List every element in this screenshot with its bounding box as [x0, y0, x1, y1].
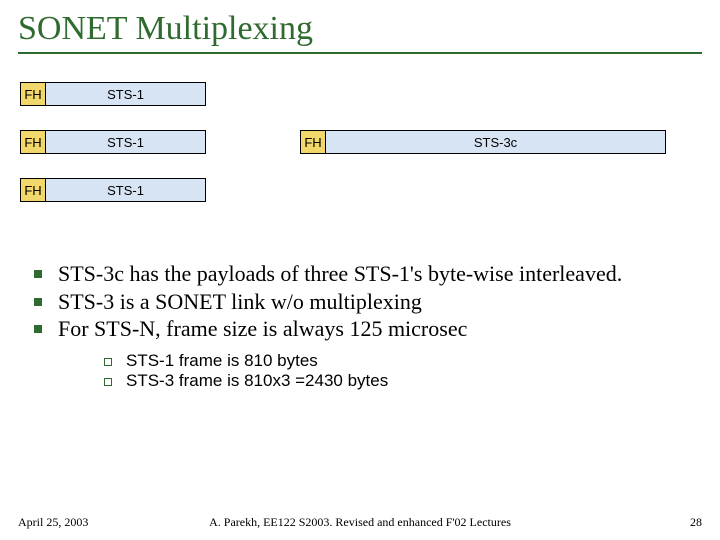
footer-attribution: A. Parekh, EE122 S2003. Revised and enha… [158, 515, 562, 530]
fh-cell: FH [20, 82, 46, 106]
sub-bullet-item: STS-3 frame is 810x3 =2430 bytes [104, 371, 686, 391]
sts1-payload-cell: STS-1 [46, 130, 206, 154]
sts1-frame-row1: FH STS-1 [20, 82, 206, 106]
slide-footer: April 25, 2003 A. Parekh, EE122 S2003. R… [0, 515, 720, 530]
bullet-square-icon [34, 270, 42, 278]
fh-cell: FH [20, 178, 46, 202]
sts1-payload-cell: STS-1 [46, 178, 206, 202]
sub-bullet-text: STS-1 frame is 810 bytes [126, 351, 318, 371]
sub-bullet-square-icon [104, 358, 112, 366]
title-region: SONET Multiplexing [0, 0, 720, 60]
bullet-text: STS-3c has the payloads of three STS-1's… [58, 260, 622, 288]
title-underline [18, 52, 702, 54]
bullet-item: For STS-N, frame size is always 125 micr… [34, 315, 686, 343]
bullet-square-icon [34, 325, 42, 333]
sub-bullets: STS-1 frame is 810 bytes STS-3 frame is … [104, 351, 686, 391]
fh-cell: FH [20, 130, 46, 154]
sub-bullet-text: STS-3 frame is 810x3 =2430 bytes [126, 371, 388, 391]
multiplexing-diagram: FH STS-1 FH STS-1 FH STS-1 FH STS-3c [0, 82, 720, 252]
sub-bullet-item: STS-1 frame is 810 bytes [104, 351, 686, 371]
slide-title: SONET Multiplexing [18, 10, 702, 48]
bullet-square-icon [34, 298, 42, 306]
bullet-item: STS-3c has the payloads of three STS-1's… [34, 260, 686, 288]
sts1-frame-row3: FH STS-1 [20, 178, 206, 202]
bullet-text: STS-3 is a SONET link w/o multiplexing [58, 288, 422, 316]
footer-page-number: 28 [562, 515, 702, 530]
main-bullets: STS-3c has the payloads of three STS-1's… [0, 260, 720, 391]
fh-cell: FH [300, 130, 326, 154]
sts3c-payload-cell: STS-3c [326, 130, 666, 154]
bullet-item: STS-3 is a SONET link w/o multiplexing [34, 288, 686, 316]
sts1-frame-row2: FH STS-1 [20, 130, 206, 154]
sub-bullet-square-icon [104, 378, 112, 386]
bullet-text: For STS-N, frame size is always 125 micr… [58, 315, 467, 343]
sts3c-frame: FH STS-3c [300, 130, 666, 154]
footer-date: April 25, 2003 [18, 515, 158, 530]
sts1-payload-cell: STS-1 [46, 82, 206, 106]
